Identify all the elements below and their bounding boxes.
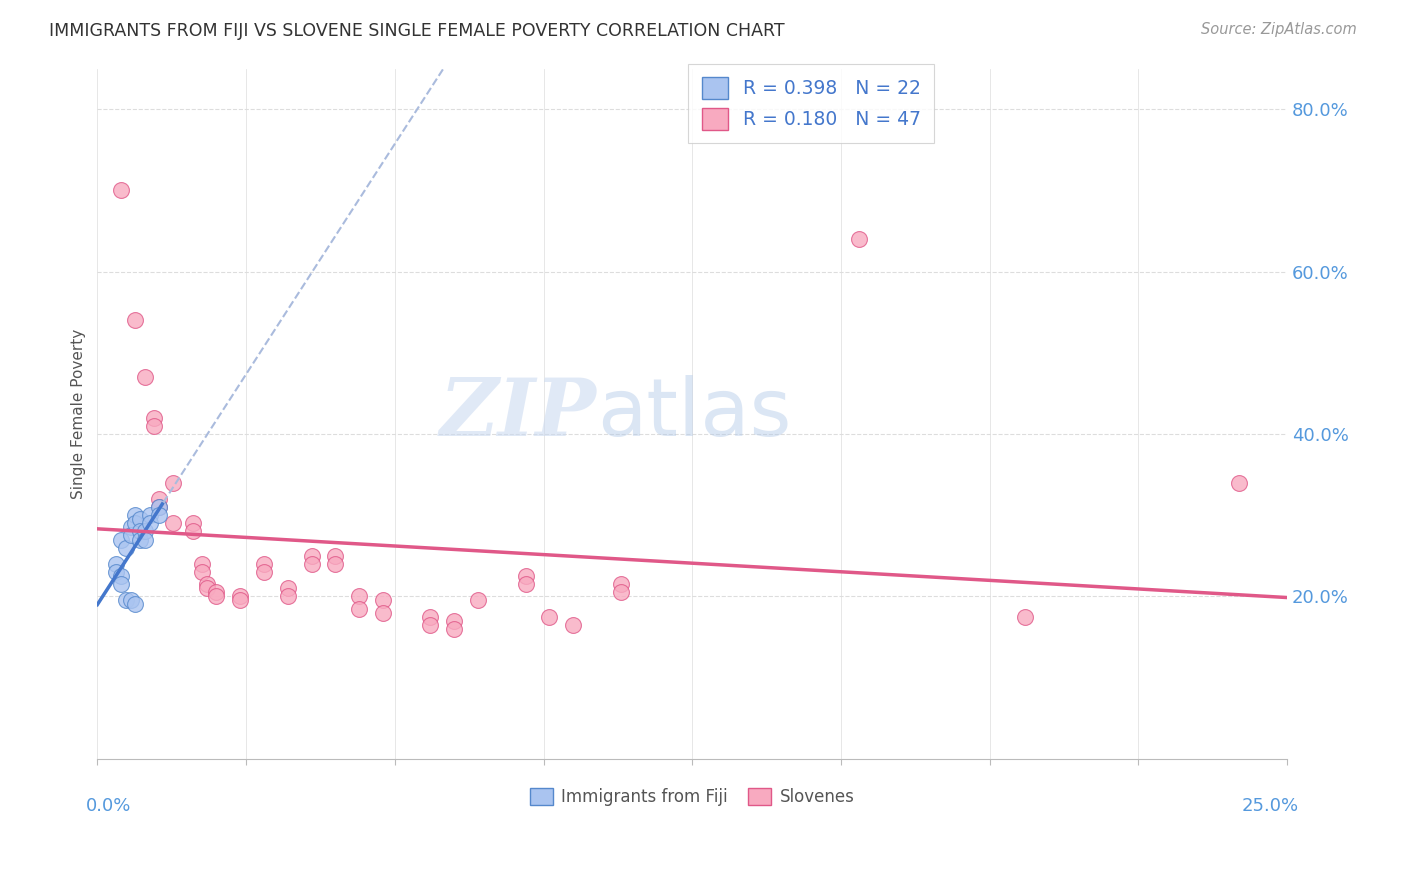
Legend: Immigrants from Fiji, Slovenes: Immigrants from Fiji, Slovenes xyxy=(523,781,862,813)
Point xyxy=(110,569,132,583)
Point xyxy=(229,593,252,607)
Point xyxy=(323,549,346,563)
Point xyxy=(143,418,166,433)
Point xyxy=(162,475,184,490)
Point xyxy=(371,593,394,607)
Point xyxy=(253,565,276,579)
Point xyxy=(515,569,537,583)
Point xyxy=(277,581,299,595)
Point xyxy=(124,313,146,327)
Point xyxy=(191,557,214,571)
Point xyxy=(610,585,633,599)
Point xyxy=(443,614,465,628)
Point xyxy=(143,410,166,425)
Text: ZIP: ZIP xyxy=(440,375,598,452)
Point xyxy=(115,541,138,555)
Point xyxy=(191,565,214,579)
Point xyxy=(148,508,170,523)
Point xyxy=(148,491,170,506)
Point xyxy=(195,581,218,595)
Point xyxy=(562,617,585,632)
Point xyxy=(371,606,394,620)
Point xyxy=(148,500,170,514)
Point xyxy=(301,549,323,563)
Point xyxy=(138,516,160,531)
Point xyxy=(347,590,370,604)
Point xyxy=(181,524,204,539)
Point xyxy=(148,500,170,514)
Text: atlas: atlas xyxy=(598,375,792,452)
Text: Source: ZipAtlas.com: Source: ZipAtlas.com xyxy=(1201,22,1357,37)
Point xyxy=(115,593,138,607)
Point xyxy=(181,516,204,531)
Point xyxy=(134,524,156,539)
Point xyxy=(467,593,489,607)
Point xyxy=(229,590,252,604)
Point xyxy=(205,585,228,599)
Point xyxy=(515,577,537,591)
Point xyxy=(419,617,441,632)
Point xyxy=(124,598,146,612)
Point xyxy=(124,516,146,531)
Point xyxy=(134,533,156,547)
Point xyxy=(277,590,299,604)
Point xyxy=(120,528,142,542)
Point xyxy=(253,557,276,571)
Point xyxy=(129,533,152,547)
Text: IMMIGRANTS FROM FIJI VS SLOVENE SINGLE FEMALE POVERTY CORRELATION CHART: IMMIGRANTS FROM FIJI VS SLOVENE SINGLE F… xyxy=(49,22,785,40)
Point xyxy=(129,512,152,526)
Point xyxy=(1014,609,1036,624)
Point xyxy=(138,508,160,523)
Text: 25.0%: 25.0% xyxy=(1241,797,1299,814)
Point xyxy=(419,609,441,624)
Point xyxy=(120,520,142,534)
Point xyxy=(162,516,184,531)
Point xyxy=(195,577,218,591)
Point xyxy=(124,508,146,523)
Point xyxy=(538,609,561,624)
Point xyxy=(1229,475,1251,490)
Point xyxy=(120,593,142,607)
Point xyxy=(347,601,370,615)
Point xyxy=(105,557,128,571)
Point xyxy=(105,565,128,579)
Point xyxy=(134,370,156,384)
Point xyxy=(301,557,323,571)
Point xyxy=(129,524,152,539)
Point xyxy=(610,577,633,591)
Y-axis label: Single Female Poverty: Single Female Poverty xyxy=(72,328,86,499)
Point xyxy=(848,232,870,246)
Point xyxy=(323,557,346,571)
Point xyxy=(443,622,465,636)
Point xyxy=(205,590,228,604)
Point xyxy=(110,577,132,591)
Point xyxy=(110,533,132,547)
Text: 0.0%: 0.0% xyxy=(86,797,131,814)
Point xyxy=(110,183,132,197)
